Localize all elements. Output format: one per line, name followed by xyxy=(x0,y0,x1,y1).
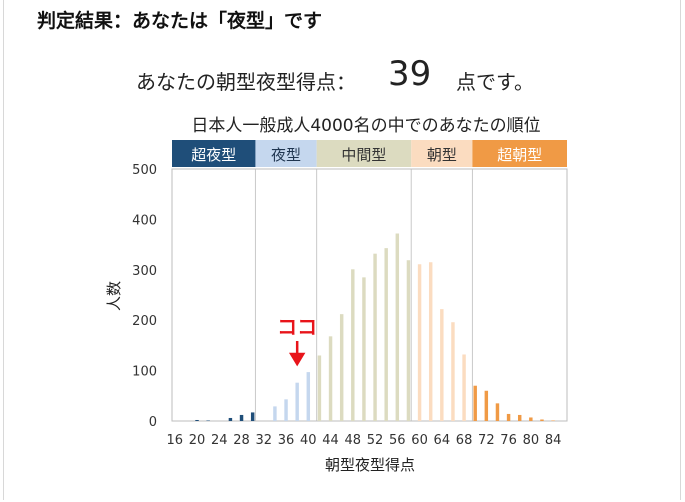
bar-score-54 xyxy=(384,248,388,421)
y-axis-label: 人数 xyxy=(105,281,123,311)
x-tick-label-36: 36 xyxy=(278,433,295,448)
bar-score-50 xyxy=(362,277,366,421)
bar-score-28 xyxy=(239,414,244,421)
y-tick-label-0: 0 xyxy=(149,415,157,430)
x-tick-label-64: 64 xyxy=(434,433,451,448)
bar-score-74 xyxy=(495,403,500,421)
bar-score-58 xyxy=(406,260,411,421)
category-strip: 超夜型 夜型 中間型 朝型 超朝型 xyxy=(172,140,567,167)
you-are-here-annotation: ココ xyxy=(277,315,317,367)
bar-score-42 xyxy=(317,355,322,421)
category-band-super-morning xyxy=(472,140,567,167)
annotation-label: ココ xyxy=(277,315,317,339)
bar-score-80 xyxy=(529,417,533,421)
chart-title: 日本人一般成人4000名の中でのあなたの順位 xyxy=(191,116,540,136)
bar-score-34 xyxy=(273,406,277,421)
bar-score-48 xyxy=(351,269,355,421)
annotation-arrow-icon xyxy=(288,341,306,367)
bar-score-22 xyxy=(206,420,210,421)
bar-score-44 xyxy=(328,336,333,421)
y-tick-label-500: 500 xyxy=(132,163,157,178)
score-suffix: 点です。 xyxy=(456,70,534,94)
plot-area-frame xyxy=(171,168,568,422)
x-tick-label-28: 28 xyxy=(233,433,250,448)
x-tick-label-48: 48 xyxy=(345,433,362,448)
bar-score-70 xyxy=(473,385,477,421)
x-tick-label-72: 72 xyxy=(478,433,495,448)
bar-score-52 xyxy=(373,253,377,421)
x-tick-label-24: 24 xyxy=(211,433,228,448)
x-tick-label-76: 76 xyxy=(500,433,517,448)
category-label-super-morning: 超朝型 xyxy=(497,146,542,164)
bar-score-68 xyxy=(462,354,466,421)
category-band-super-night xyxy=(172,140,256,167)
bar-score-76 xyxy=(506,413,511,421)
x-tick-label-56: 56 xyxy=(389,433,406,448)
bar-score-60 xyxy=(417,264,422,421)
bar-score-26 xyxy=(228,417,233,421)
bar-score-38 xyxy=(295,382,299,421)
x-tick-label-84: 84 xyxy=(545,433,562,448)
bar-score-56 xyxy=(395,233,400,421)
category-label-night: 夜型 xyxy=(271,146,301,164)
y-tick-label-400: 400 xyxy=(132,213,157,228)
page-title: 判定結果：あなたは「夜型」です xyxy=(37,10,323,32)
y-tick-label-200: 200 xyxy=(132,314,157,329)
bar-score-78 xyxy=(517,414,522,421)
category-band-middle xyxy=(316,140,412,167)
bars xyxy=(195,233,555,421)
x-axis-label: 朝型夜型得点 xyxy=(325,456,415,474)
bar-score-72 xyxy=(484,390,489,421)
x-tick-label-16: 16 xyxy=(167,433,184,448)
bar-score-62 xyxy=(428,262,433,421)
category-label-super-night: 超夜型 xyxy=(191,146,236,164)
category-band-morning xyxy=(411,140,473,167)
x-tick-label-20: 20 xyxy=(189,433,206,448)
page-frame xyxy=(3,0,681,500)
score-value: 39 xyxy=(388,54,432,94)
x-tick-label-68: 68 xyxy=(456,433,473,448)
x-axis-ticks: 16 20 24 28 32 36 40 44 48 52 56 60 64 68 72 76 80 84 xyxy=(167,433,562,448)
bar-score-82 xyxy=(540,419,544,421)
bar-score-64 xyxy=(440,309,444,421)
bar-score-30 xyxy=(250,412,255,421)
category-label-morning: 朝型 xyxy=(427,146,457,164)
y-tick-label-300: 300 xyxy=(132,264,157,279)
x-tick-label-32: 32 xyxy=(256,433,273,448)
bar-score-46 xyxy=(339,314,344,421)
y-tick-label-100: 100 xyxy=(132,365,157,380)
x-tick-label-40: 40 xyxy=(300,433,317,448)
y-axis-ticks: 0 100 200 300 400 500 xyxy=(132,163,157,430)
bar-score-36 xyxy=(284,399,288,421)
x-tick-label-80: 80 xyxy=(523,433,540,448)
category-band-night xyxy=(255,140,317,167)
category-label-middle: 中間型 xyxy=(341,146,386,164)
x-tick-label-44: 44 xyxy=(322,433,339,448)
bar-score-66 xyxy=(451,322,455,421)
score-prefix: あなたの朝型夜型得点： xyxy=(136,70,356,94)
bar-score-20 xyxy=(195,419,199,421)
bar-score-84 xyxy=(551,420,555,421)
category-dividers xyxy=(254,169,473,421)
x-tick-label-60: 60 xyxy=(411,433,428,448)
x-tick-label-52: 52 xyxy=(367,433,384,448)
bar-score-40 xyxy=(306,372,311,421)
